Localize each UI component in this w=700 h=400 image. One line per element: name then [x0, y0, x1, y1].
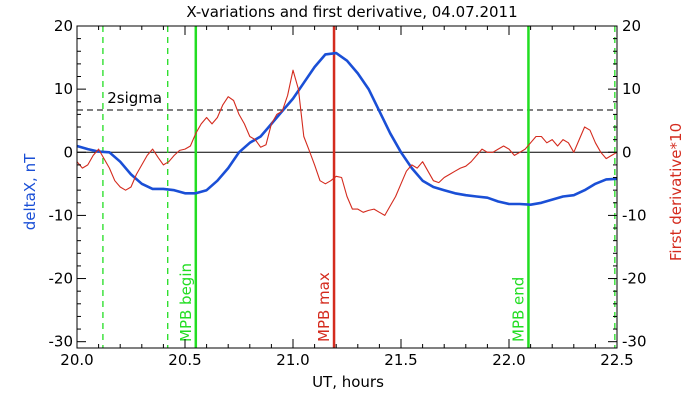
y-tick-label-right-1: -20	[622, 270, 647, 288]
y-tick-label-left-2: -10	[49, 206, 74, 224]
marker-label-4: MPB end	[509, 277, 527, 342]
y-tick-label-right-2: -10	[622, 206, 647, 224]
y-tick-label-left-5: 20	[54, 17, 73, 35]
series-line-0	[77, 51, 617, 206]
marker-label-3: MPB max	[315, 272, 333, 342]
y-tick-label-left-4: 10	[54, 80, 73, 98]
y-tick-label-left-1: -20	[49, 270, 74, 288]
plot-area: 2sigma MPB begin MPB max MPB end 20.0 20.5 21.…	[49, 17, 647, 369]
left-axis-label: deltaX, nT	[21, 153, 39, 230]
chart-title: X-variations and first derivative, 04.07…	[186, 3, 517, 21]
x-tick-label-4: 22.0	[492, 351, 525, 369]
marker-label-2: MPB begin	[177, 263, 195, 342]
y-tick-label-left-0: -30	[49, 333, 74, 351]
x-tick-label-5: 22.5	[600, 351, 633, 369]
x-axis-label: UT, hours	[312, 373, 384, 391]
x-tick-label-0: 20.0	[60, 351, 93, 369]
y-tick-label-right-0: -30	[622, 333, 647, 351]
y-tick-label-right-4: 10	[622, 80, 641, 98]
right-axis-label: First derivative*10	[667, 123, 685, 261]
x-tick-label-2: 21.0	[276, 351, 309, 369]
y-tick-label-right-3: 0	[622, 143, 632, 161]
series-line-1	[77, 69, 617, 216]
y-tick-label-left-3: 0	[63, 143, 73, 161]
sigma-label: 2sigma	[107, 89, 162, 107]
y-tick-label-right-5: 20	[622, 17, 641, 35]
x-tick-label-3: 21.5	[384, 351, 417, 369]
x-tick-label-1: 20.5	[168, 351, 201, 369]
plot-frame	[76, 25, 618, 349]
